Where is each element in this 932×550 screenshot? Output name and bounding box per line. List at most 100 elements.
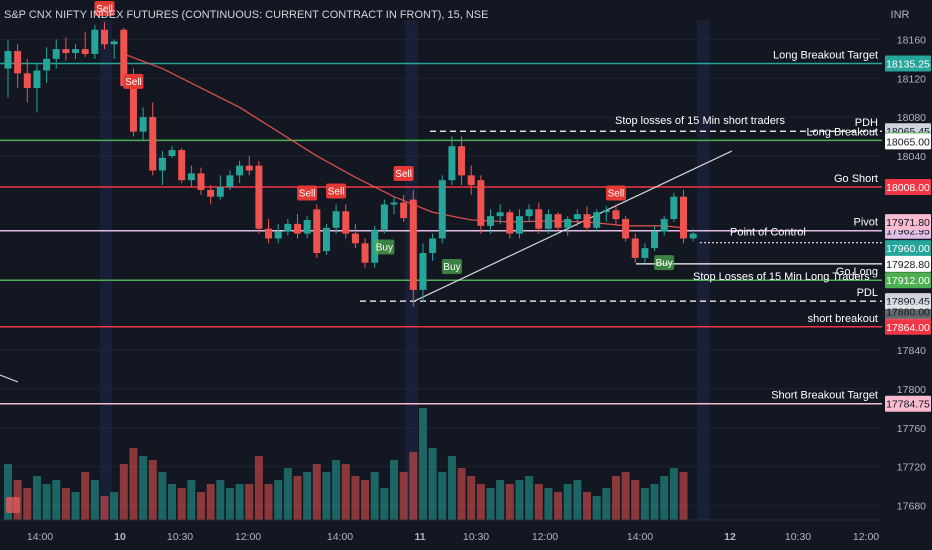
volume-bar: [428, 448, 437, 520]
candle[interactable]: [429, 238, 437, 254]
candle[interactable]: [303, 220, 311, 234]
candle[interactable]: [110, 41, 118, 45]
candle[interactable]: [265, 228, 273, 239]
candle[interactable]: [236, 165, 244, 176]
candle[interactable]: [660, 219, 668, 232]
volume-bar: [225, 488, 234, 520]
candle[interactable]: [43, 58, 51, 71]
time-label: 10:30: [167, 531, 193, 543]
candle[interactable]: [284, 223, 292, 232]
volume-bar: [418, 408, 427, 520]
candle[interactable]: [216, 186, 224, 197]
candle[interactable]: [622, 219, 630, 239]
candle[interactable]: [313, 209, 321, 254]
candle[interactable]: [380, 204, 388, 230]
volume-bar: [216, 480, 225, 520]
candle[interactable]: [322, 227, 330, 252]
candle[interactable]: [255, 165, 263, 229]
candle[interactable]: [294, 223, 301, 234]
candle[interactable]: [496, 212, 504, 217]
candle[interactable]: [390, 202, 398, 205]
time-label: 14:00: [627, 531, 653, 543]
candle[interactable]: [409, 199, 417, 290]
candle[interactable]: [178, 150, 186, 181]
candle[interactable]: [641, 248, 649, 258]
volume-bar: [71, 492, 80, 520]
signal-sell-marker: [297, 185, 318, 201]
volume-bar: [370, 472, 379, 520]
indicator-badge[interactable]: [6, 497, 20, 513]
candle[interactable]: [101, 29, 108, 45]
candle[interactable]: [487, 216, 494, 226]
candle[interactable]: [62, 49, 70, 54]
level-price-tag: 18008.00: [886, 182, 930, 194]
candle[interactable]: [593, 212, 601, 228]
candle[interactable]: [149, 117, 157, 171]
candle[interactable]: [506, 212, 514, 234]
candle[interactable]: [197, 173, 205, 190]
price-tick: 18160: [897, 34, 926, 46]
candle[interactable]: [158, 157, 166, 171]
trendline-fragment: [0, 374, 19, 383]
candle[interactable]: [226, 175, 234, 187]
extra-price-tag: 17880.00: [886, 306, 930, 318]
candle[interactable]: [342, 211, 350, 234]
candle[interactable]: [187, 173, 195, 181]
candle[interactable]: [23, 73, 31, 88]
candle[interactable]: [535, 209, 543, 229]
candle[interactable]: [129, 86, 137, 132]
candle[interactable]: [419, 253, 427, 290]
candle[interactable]: [477, 180, 485, 226]
candle[interactable]: [448, 146, 456, 181]
candle[interactable]: [4, 51, 12, 69]
volume-bar: [669, 468, 678, 520]
candle[interactable]: [544, 214, 552, 229]
candle[interactable]: [168, 150, 176, 156]
candle[interactable]: [120, 29, 128, 87]
candle[interactable]: [72, 49, 80, 54]
candle[interactable]: [207, 189, 215, 197]
candle[interactable]: [458, 146, 466, 176]
volume-bar: [534, 484, 543, 520]
volume-bar: [110, 492, 119, 520]
candle[interactable]: [583, 214, 591, 228]
extra-price-tag: 17960.00: [886, 243, 930, 255]
candle[interactable]: [332, 211, 340, 228]
candle[interactable]: [400, 202, 408, 219]
candle[interactable]: [602, 210, 610, 213]
candle[interactable]: [651, 231, 659, 249]
candle[interactable]: [81, 49, 89, 54]
candle[interactable]: [689, 233, 697, 239]
candle[interactable]: [245, 165, 253, 171]
candle[interactable]: [274, 231, 282, 239]
volume-bar: [332, 460, 341, 520]
candle[interactable]: [91, 29, 99, 54]
trendline[interactable]: [413, 150, 733, 303]
level-price-tag-bg: [885, 272, 931, 289]
level-label-4: Pivot: [854, 217, 878, 229]
candle[interactable]: [554, 214, 562, 228]
chart-title: S&P CNX NIFTY INDEX FUTURES (CONTINUOUS:…: [4, 9, 488, 21]
candle[interactable]: [14, 51, 22, 74]
candle[interactable]: [564, 219, 572, 228]
candle[interactable]: [361, 243, 369, 263]
candle[interactable]: [438, 180, 446, 239]
candle[interactable]: [680, 196, 687, 239]
candle[interactable]: [515, 216, 523, 234]
candle[interactable]: [52, 49, 60, 59]
candle[interactable]: [631, 238, 639, 258]
candle[interactable]: [139, 117, 147, 132]
time-label: 12:00: [532, 531, 558, 543]
candle[interactable]: [467, 175, 475, 186]
volume-bar: [81, 472, 90, 520]
time-axis[interactable]: [0, 520, 882, 550]
candle[interactable]: [525, 209, 533, 217]
candle[interactable]: [612, 210, 620, 220]
candle[interactable]: [573, 214, 581, 220]
candle[interactable]: [351, 233, 359, 244]
volume-bar: [4, 464, 12, 520]
candle[interactable]: [33, 70, 41, 88]
candle[interactable]: [670, 196, 678, 220]
volume-bar: [525, 476, 534, 520]
